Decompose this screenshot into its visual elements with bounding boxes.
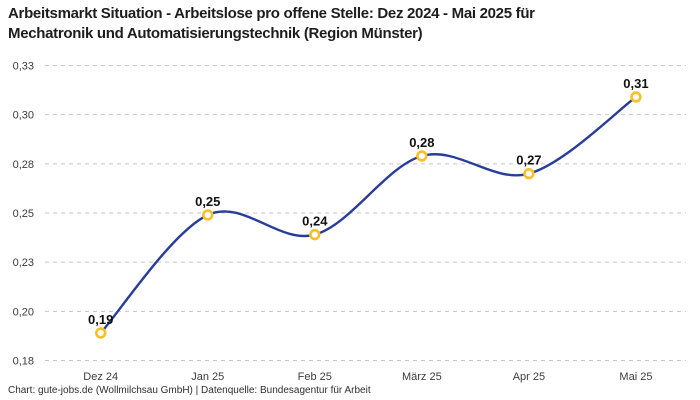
data-point-label: 0,19 <box>88 312 113 327</box>
chart-title: Arbeitsmarkt Situation - Arbeitslose pro… <box>8 4 696 44</box>
data-point-label: 0,27 <box>516 153 541 168</box>
y-axis-tick-label: 0,25 <box>13 208 34 220</box>
y-axis-tick-label: 0,23 <box>13 257 34 269</box>
x-axis-tick-label: März 25 <box>402 371 442 383</box>
x-axis-tick-label: Feb 25 <box>298 371 332 383</box>
data-point-marker[interactable] <box>94 327 107 339</box>
x-axis-tick-label: Mai 25 <box>619 371 652 383</box>
data-point-marker[interactable] <box>630 91 642 103</box>
y-axis-tick-label: 0,18 <box>13 356 34 368</box>
data-point-label: 0,28 <box>409 135 434 150</box>
data-point-marker[interactable] <box>309 228 321 241</box>
y-axis-tick-label: 0,28 <box>13 159 34 171</box>
y-axis-tick-label: 0,20 <box>13 306 34 318</box>
x-axis-tick-label: Jan 25 <box>191 371 224 383</box>
x-axis-tick-label: Apr 25 <box>513 371 545 383</box>
chart-title-line2: Mechatronik und Automatisierungstechnik … <box>8 25 423 42</box>
data-point-label: 0,24 <box>302 214 328 229</box>
data-point-marker[interactable] <box>523 167 535 180</box>
trend-line <box>99 95 638 335</box>
data-point-label: 0,31 <box>623 76 648 91</box>
x-axis-tick-label: Dez 24 <box>83 371 118 383</box>
data-point-marker[interactable] <box>416 150 428 162</box>
chart-credit-source: Chart: gute-jobs.de (Wollmilchsau GmbH) … <box>8 385 371 396</box>
y-axis-tick-label: 0,30 <box>13 110 34 122</box>
data-point-label: 0,25 <box>195 194 220 209</box>
chart-title-line1: Arbeitsmarkt Situation - Arbeitslose pro… <box>8 5 535 22</box>
y-axis-tick-label: 0,33 <box>13 61 34 73</box>
data-point-marker[interactable] <box>202 209 214 221</box>
